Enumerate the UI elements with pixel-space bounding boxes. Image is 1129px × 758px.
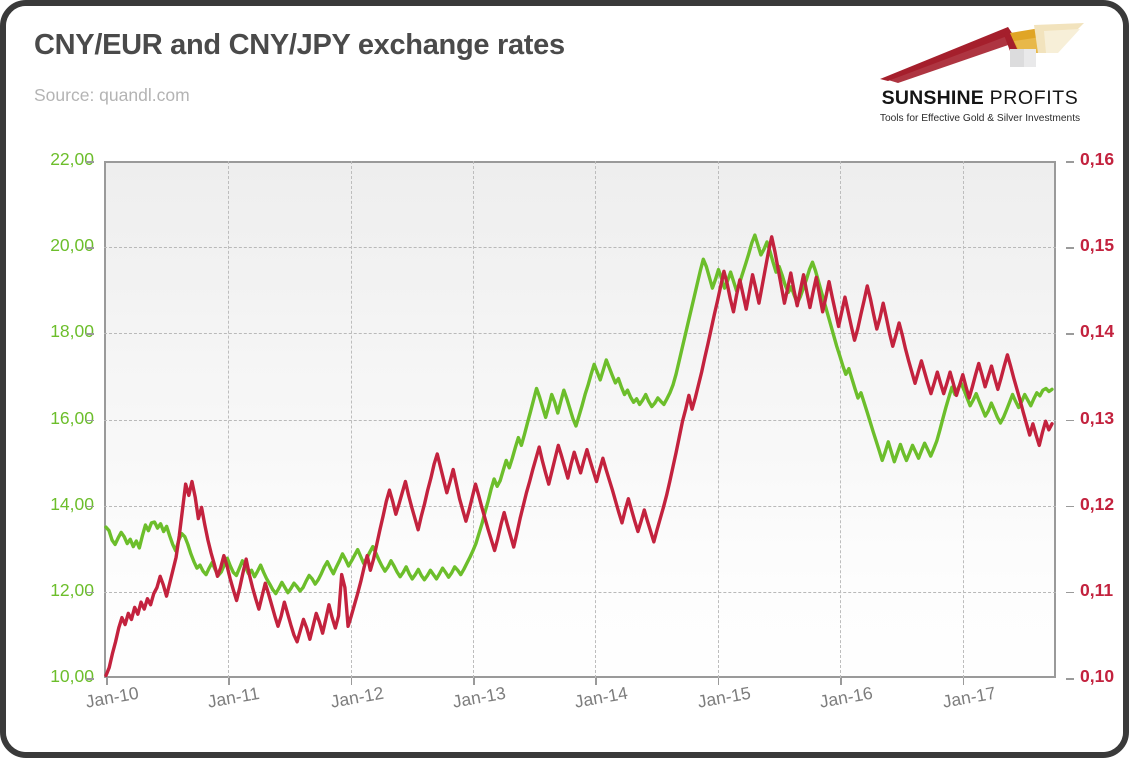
y-tick-mark-left <box>86 591 94 594</box>
gridline-vertical <box>350 161 352 678</box>
series-line-cny-eur <box>104 235 1054 678</box>
sunshine-profits-logo: SUNSHINE PROFITS Tools for Effective Gol… <box>858 21 1100 133</box>
y-axis-right-labels: 0,10 0,11 0,12 0,13 0,14 0,15 0,16 <box>1066 149 1123 686</box>
y-tick-mark-left <box>86 161 94 163</box>
x-tick-mark <box>228 678 230 685</box>
gridline-vertical <box>840 161 842 678</box>
y-tick-label-right: 0,12 <box>1080 493 1115 514</box>
y-tick-label-right: 0,10 <box>1080 666 1115 686</box>
y-tick-label-left: 18,00 <box>50 321 94 342</box>
axis-line-bottom <box>104 676 1056 678</box>
gridline-horizontal <box>104 591 1056 593</box>
page-title: CNY/EUR and CNY/JPY exchange rates <box>34 29 565 61</box>
y-tick-mark-left <box>86 678 94 680</box>
y-tick-label-left: 16,00 <box>50 407 94 428</box>
x-tick-mark <box>106 678 108 685</box>
gridline-horizontal <box>104 419 1056 421</box>
plot-border-top <box>104 161 1056 163</box>
y-tick-mark-left <box>86 333 94 335</box>
source-caption: Source: quandl.com <box>34 85 190 105</box>
x-axis-labels: Jan-10 Jan-11 Jan-12 Jan-13 Jan-14 Jan-15 Jan-… <box>84 678 1056 748</box>
logo-word-sunshine: SUNSHINE <box>881 87 985 109</box>
gridline-vertical <box>962 161 964 678</box>
y-tick-label-right: 0,16 <box>1080 149 1115 169</box>
logo-word-profits: PROFITS <box>989 87 1079 109</box>
x-tick-label: Jan-16 <box>818 682 875 712</box>
logo-tagline: Tools for Effective Gold & Silver Invest… <box>879 113 1081 124</box>
y-tick-mark-right <box>1066 591 1074 594</box>
x-tick-mark <box>717 678 720 685</box>
y-tick-label-right: 0,11 <box>1080 579 1114 600</box>
gridline-horizontal <box>104 505 1056 507</box>
y-axis-left-labels: 10,00 12,00 14,00 16,00 18,00 20,00 22,00 <box>6 149 94 686</box>
x-tick-mark <box>595 678 597 685</box>
x-tick-label: Jan-11 <box>206 682 262 712</box>
gridline-vertical <box>473 161 475 678</box>
logo-mark-icon <box>880 23 1084 83</box>
gridline-horizontal <box>104 333 1056 335</box>
gridline-vertical <box>228 161 230 678</box>
x-tick-label: Jan-17 <box>940 682 997 712</box>
gridline-horizontal <box>104 247 1056 249</box>
x-tick-label: Jan-14 <box>573 682 630 712</box>
y-tick-mark-right <box>1066 333 1074 335</box>
y-tick-mark-right <box>1066 505 1074 508</box>
y-tick-label-left: 10,00 <box>50 666 94 686</box>
series-lines <box>104 233 1054 678</box>
y-tick-label-right: 0,13 <box>1080 407 1115 428</box>
x-tick-label: Jan-12 <box>328 682 385 712</box>
y-tick-label-left: 14,00 <box>50 493 94 514</box>
x-tick-label: Jan-15 <box>695 682 752 712</box>
y-tick-label-left: 12,00 <box>50 579 94 600</box>
y-tick-mark-right <box>1066 161 1074 163</box>
plot-area <box>104 161 1056 678</box>
y-tick-mark-right <box>1066 419 1074 421</box>
y-tick-label-left: 20,00 <box>50 235 94 256</box>
y-tick-mark-left <box>86 505 94 508</box>
gridline-vertical <box>595 161 597 678</box>
y-tick-label-left: 22,00 <box>50 149 94 169</box>
y-tick-label-right: 0,15 <box>1080 235 1115 256</box>
x-tick-mark <box>350 678 353 685</box>
x-tick-mark <box>473 678 475 685</box>
gridline-vertical <box>717 161 719 678</box>
y-tick-mark-right <box>1066 678 1074 680</box>
x-tick-mark <box>840 678 842 685</box>
y-tick-mark-left <box>86 419 94 421</box>
x-tick-label: Jan-10 <box>84 682 141 712</box>
y-tick-label-right: 0,14 <box>1080 321 1115 342</box>
y-tick-mark-left <box>86 247 94 249</box>
x-tick-label: Jan-13 <box>451 682 508 712</box>
chart-canvas: CNY/EUR and CNY/JPY exchange rates Sourc… <box>6 6 1123 752</box>
series-line-cny-jpy <box>104 233 1054 596</box>
y-tick-mark-right <box>1066 247 1074 249</box>
logo-wordmark: SUNSHINE PROFITS <box>862 87 1098 110</box>
x-tick-mark <box>962 678 965 685</box>
